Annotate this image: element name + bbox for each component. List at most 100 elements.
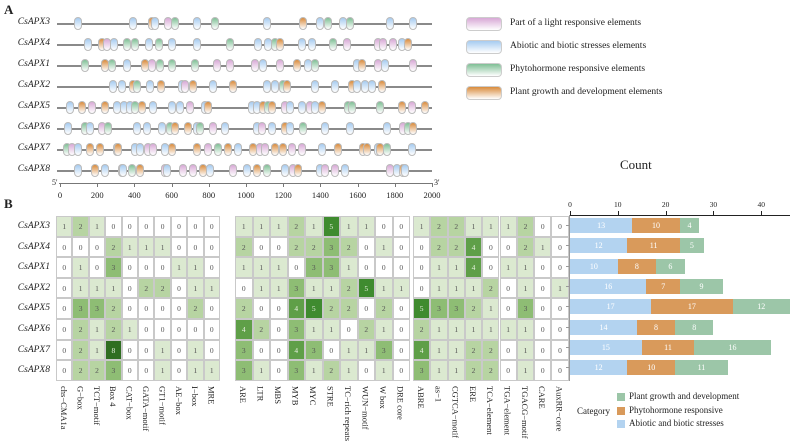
cis-element-box [151, 17, 160, 30]
cis-element-box [307, 38, 316, 51]
heatmap-cell: 3 [430, 298, 448, 319]
heatmap-cell: 3 [305, 339, 323, 361]
cis-element-box [224, 143, 233, 156]
heatmap-cell: 0 [270, 319, 288, 340]
heatmap-cell: 2 [482, 339, 500, 361]
cis-element-box [254, 38, 263, 51]
cis-element-box [74, 164, 83, 177]
cis-element-box [122, 38, 131, 51]
cis-element-box [299, 17, 308, 30]
heatmap-cell: 0 [534, 277, 552, 299]
axis-tick-label: 1400 [311, 190, 329, 200]
legend-label: Abiotic and biotic stresses [629, 418, 724, 428]
cis-element-box [367, 80, 376, 93]
cis-element-box [297, 143, 306, 156]
cis-element-box [214, 143, 223, 156]
cis-element-box [279, 143, 288, 156]
cis-element-box [311, 59, 319, 72]
heatmap-cell: 0 [138, 319, 155, 340]
cis-element-box [404, 38, 413, 51]
heatmap-cell: 0 [534, 298, 552, 319]
cis-element-box [170, 122, 179, 135]
row-label: CsAPX1 [17, 262, 50, 273]
heatmap-cell: 0 [121, 257, 138, 278]
column-label: AE−box [173, 386, 184, 415]
heatmap-cell: 0 [170, 360, 188, 381]
gene-line [57, 65, 432, 67]
axis-tick [60, 183, 61, 187]
cis-element-box [209, 122, 218, 135]
heatmap-cell: 1 [464, 216, 483, 237]
cis-element-box [229, 164, 238, 177]
heatmap-cell: 1 [72, 257, 89, 278]
gene-line [57, 23, 432, 25]
heatmap-cell: 2 [187, 298, 204, 319]
heatmap-cell: 3 [447, 298, 465, 319]
cis-element-box [132, 80, 141, 93]
heatmap-cell: 2 [430, 236, 448, 258]
cis-element-box [347, 101, 356, 114]
column-label: I−box [190, 386, 201, 407]
heatmap-cell: 0 [287, 257, 305, 278]
cis-element-box [147, 59, 156, 72]
cis-element-box [101, 164, 109, 177]
heatmap-cell: 0 [138, 257, 155, 278]
heatmap-cell: 2 [482, 277, 500, 299]
cis-element-box [385, 17, 394, 30]
heatmap-cell: 0 [413, 277, 431, 299]
cis-element-box [260, 143, 269, 156]
heatmap-cell: 1 [447, 277, 465, 299]
heatmap-cell: 1 [88, 339, 106, 361]
heatmap-cell: 2 [464, 339, 483, 361]
axis-tick-label: 1800 [386, 190, 404, 200]
cis-element-box [87, 101, 96, 114]
cis-element-box [77, 101, 86, 114]
row-label: CsAPX5 [17, 303, 50, 314]
heatmap-cell: 0 [187, 236, 204, 258]
axis-tick-label: 1200 [274, 190, 292, 200]
heatmap-cell: 3 [235, 360, 253, 381]
heatmap-cell: 2 [340, 236, 358, 258]
heatmap-cell: 3 [235, 339, 253, 361]
cis-element-box [271, 80, 280, 93]
heatmap-cell: 0 [551, 298, 569, 319]
heatmap-cell: 1 [430, 360, 448, 381]
panel-b-letter: B [4, 196, 13, 211]
heatmap-cell: 1 [413, 216, 431, 237]
heatmap-cell: 0 [499, 277, 517, 299]
heatmap-cell: 4 [413, 339, 431, 361]
x-tick-label: 0 [568, 200, 572, 209]
legend-swatch [466, 86, 502, 100]
heatmap-cell: 0 [551, 236, 569, 258]
heatmap-cell: 1 [340, 257, 358, 278]
legend-label: Part of a light responsive elements [510, 18, 642, 28]
gene-label: CsAPX3 [17, 17, 50, 27]
bar-segment: 4 [679, 218, 700, 233]
heatmap-cell: 0 [170, 339, 188, 361]
heatmap-cell: 2 [322, 360, 340, 381]
legend-title: Category [577, 406, 610, 416]
bar-segment: 17 [570, 299, 652, 315]
cis-element-box [186, 101, 194, 114]
heatmap-cell: 1 [430, 319, 448, 340]
heatmap-cell: 3 [413, 360, 431, 381]
axis-tick [432, 183, 433, 187]
heatmap-cell: 0 [392, 298, 410, 319]
cis-element-box [212, 59, 221, 72]
cis-element-box [345, 122, 354, 135]
x-tick [570, 211, 571, 215]
cis-element-box [259, 59, 268, 72]
cis-element-box [345, 17, 354, 30]
heatmap-cell: 1 [357, 339, 375, 361]
cis-element-box [334, 143, 343, 156]
heatmap-cell: 3 [516, 298, 535, 319]
cis-element-box [407, 143, 416, 156]
legend-label: Plant growth and development [629, 391, 740, 401]
heatmap-cell: 0 [534, 319, 552, 340]
heatmap-cell: 1 [305, 277, 323, 299]
bar-segment: 10 [627, 360, 676, 376]
legend-label: Plant growth and development elements [510, 87, 663, 97]
heatmap-cell: 2 [447, 236, 465, 258]
heatmap-cell: 0 [499, 339, 517, 361]
row-label: CsAPX4 [17, 241, 50, 252]
